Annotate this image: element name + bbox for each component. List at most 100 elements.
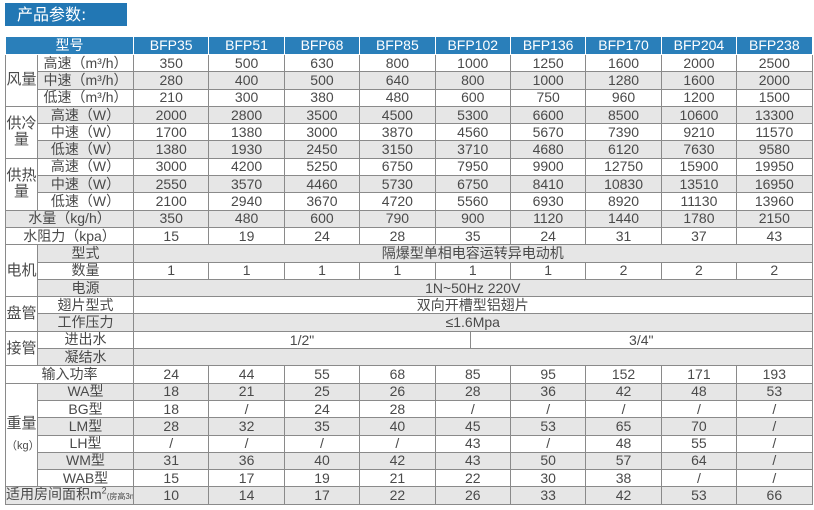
row-label: 高速（W） — [37, 157, 134, 177]
value-cell: 790 — [359, 209, 436, 228]
value-cell: 2 — [660, 261, 738, 280]
value-cell: 22 — [434, 469, 511, 488]
value-cell: / — [132, 434, 210, 453]
value-cell: 6600 — [509, 105, 587, 125]
value-cell: 12750 — [585, 157, 662, 177]
row-label-text: 翅片型式 — [57, 296, 114, 313]
value-cell: 21 — [208, 382, 285, 401]
row-label-text: WM型 — [66, 452, 105, 469]
row-label-text: LH型 — [69, 435, 102, 452]
row-label-text: WA型 — [67, 383, 104, 400]
header-model-label: 型号 — [5, 36, 134, 55]
span-value-cell: ≤1.6Mpa — [133, 313, 813, 332]
value-cell: 1 — [132, 261, 210, 280]
value-cell: 38 — [585, 469, 662, 488]
value-cell: 25 — [283, 382, 361, 401]
row-label-text: 输入功率 — [41, 365, 98, 382]
value-cell: 14 — [208, 486, 285, 506]
value-cell: 85 — [434, 365, 511, 384]
value-cell: 15 — [132, 226, 210, 246]
value-cell: 1 — [359, 261, 436, 280]
group-label: 供冷量 — [5, 105, 38, 159]
value-cell: 9210 — [660, 123, 738, 142]
value-cell: 95 — [509, 365, 587, 384]
value-cell: / — [283, 434, 361, 453]
value-cell: 50 — [509, 451, 587, 471]
row-label-text: 低速（W） — [50, 193, 121, 210]
value-cell: 35 — [283, 417, 361, 436]
value-cell: 28 — [359, 226, 436, 246]
header-model-bfp85: BFP85 — [359, 36, 436, 55]
value-cell: 43 — [434, 451, 511, 471]
group-label-text: 盘管 — [6, 304, 37, 322]
value-cell: 36 — [509, 382, 587, 401]
value-cell: 17 — [208, 469, 285, 488]
value-cell: 152 — [585, 365, 662, 384]
table-row: BG型 18/24 28// / / / — [6, 399, 813, 419]
header-model-bfp204: BFP204 — [660, 36, 738, 55]
value-cell: 1600 — [660, 71, 738, 90]
value-cell: 36 — [208, 451, 285, 471]
row-label: LM型 — [37, 417, 134, 436]
value-cell: 13960 — [736, 192, 813, 211]
value-cell: 2450 — [283, 140, 361, 159]
row-label: LH型 — [37, 434, 134, 453]
value-cell: 55 — [660, 434, 738, 453]
value-cell: 28 — [359, 399, 436, 419]
table-row: 低速（W） 2100 2940 3670 4720 5560 6930 8920 11130 13… — [6, 192, 813, 211]
row-label: 高速（W） — [37, 105, 134, 125]
value-cell: 24 — [509, 226, 587, 246]
value-cell: 3570 — [208, 175, 285, 194]
value-cell: 300 — [208, 88, 285, 107]
value-cell: 6120 — [585, 140, 662, 159]
value-cell: / — [736, 469, 813, 488]
value-cell: 1600 — [585, 53, 662, 73]
value-cell: 24 — [132, 365, 210, 384]
product-parameters-table: 型号 BFP35 BFP51 BFP68 BFP85 BFP102 BFP136 BFP17… — [5, 36, 813, 506]
value-cell: 8500 — [585, 105, 662, 125]
value-cell: 65 — [585, 417, 662, 436]
group-label-text: 电机 — [6, 261, 37, 279]
table-row: 低速（m³/h） 210 300 380 480 600 750 960 1200 1500 — [6, 88, 813, 107]
value-cell: 960 — [585, 88, 662, 107]
value-cell: 31 — [132, 451, 210, 471]
value-cell: 64 — [660, 451, 738, 471]
row-label-text: WAB型 — [62, 469, 109, 486]
row-label-note: (房高3m) — [106, 492, 133, 502]
value-cell: 640 — [359, 71, 436, 90]
row-label-text: 适用房间面积m — [6, 486, 102, 503]
value-cell: 3870 — [359, 123, 436, 142]
header-model-bfp238: BFP238 — [736, 36, 813, 55]
row-label: 高速（m³/h） — [37, 53, 134, 73]
value-cell: 53 — [736, 382, 813, 401]
value-cell: 3500 — [283, 105, 361, 125]
value-cell: 193 — [736, 365, 813, 384]
header-model-bfp51: BFP51 — [208, 36, 285, 55]
value-cell: 350 — [132, 53, 210, 73]
split-value: 1/2" — [134, 332, 471, 348]
value-cell: 8920 — [585, 192, 662, 211]
value-cell: 1120 — [509, 209, 587, 228]
header-model-bfp68: BFP68 — [283, 36, 361, 55]
table-row: 水阻力（kpa） 15 19 24 28 35 24 31 37 43 — [5, 226, 813, 246]
row-label: 低速（W） — [37, 140, 134, 159]
value-cell: 11570 — [736, 123, 813, 142]
value-cell: 5670 — [509, 123, 587, 142]
value-cell: 28 — [434, 382, 511, 401]
table-row: 风量 高速（m³/h） 350 500 630 800 1000 1250 1600 2000 25… — [5, 53, 813, 107]
row-label-text: 低速（m³/h） — [43, 89, 128, 106]
table-row: 接管 进出水 1/2" 3/4" — [5, 330, 813, 367]
row-label: 数量 — [37, 261, 134, 280]
group-label: 重量 （kg） — [5, 382, 38, 488]
row-label: WM型 — [37, 451, 134, 471]
value-cell: 18 — [132, 382, 210, 401]
value-cell: / — [509, 434, 587, 453]
row-label-text: 型式 — [71, 244, 100, 261]
value-cell: 750 — [509, 88, 587, 107]
table-row: 电机 型式 隔爆型单相电容运转异电动机 — [5, 244, 813, 298]
value-cell: 10 — [132, 486, 210, 506]
value-cell: 2150 — [736, 209, 813, 228]
value-cell: 15 — [132, 469, 210, 488]
row-label-text: BG型 — [68, 400, 103, 417]
